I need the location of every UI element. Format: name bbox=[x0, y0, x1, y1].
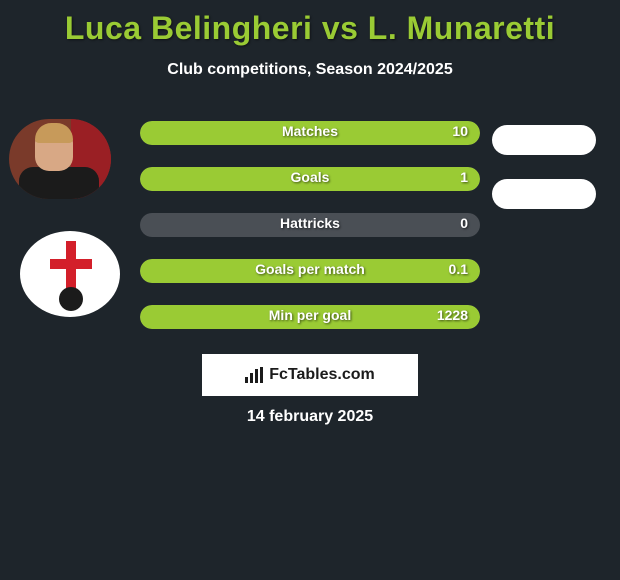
bar-label: Min per goal bbox=[140, 307, 480, 323]
footer-date: 14 february 2025 bbox=[0, 408, 620, 426]
page-title: Luca Belingheri vs L. Munaretti bbox=[0, 0, 620, 47]
bar-value: 1 bbox=[460, 169, 468, 185]
bar-label: Goals bbox=[140, 169, 480, 185]
bar-value: 0 bbox=[460, 215, 468, 231]
bar-value: 0.1 bbox=[449, 261, 468, 277]
bar-min-per-goal: Min per goal 1228 bbox=[140, 305, 480, 329]
bar-label: Goals per match bbox=[140, 261, 480, 277]
title-player2: L. Munaretti bbox=[368, 10, 555, 46]
player2-club-badge bbox=[492, 179, 596, 209]
player1-club-badge bbox=[20, 231, 120, 317]
stat-bars: Matches 10 Goals 1 Hattricks 0 Goals per… bbox=[140, 121, 480, 351]
bar-matches: Matches 10 bbox=[140, 121, 480, 145]
title-player1: Luca Belingheri bbox=[65, 10, 313, 46]
bar-label: Matches bbox=[140, 123, 480, 139]
footer-brand: FcTables.com bbox=[202, 354, 418, 396]
bar-goals-per-match: Goals per match 0.1 bbox=[140, 259, 480, 283]
player2-avatar bbox=[492, 125, 596, 155]
footer-brand-text: FcTables.com bbox=[269, 366, 375, 384]
bar-label: Hattricks bbox=[140, 215, 480, 231]
bar-value: 10 bbox=[452, 123, 468, 139]
subtitle: Club competitions, Season 2024/2025 bbox=[0, 61, 620, 79]
bar-value: 1228 bbox=[437, 307, 468, 323]
title-vs: vs bbox=[322, 10, 359, 46]
chart-icon bbox=[245, 367, 263, 383]
player1-avatar bbox=[9, 119, 111, 199]
bar-goals: Goals 1 bbox=[140, 167, 480, 191]
bar-hattricks: Hattricks 0 bbox=[140, 213, 480, 237]
